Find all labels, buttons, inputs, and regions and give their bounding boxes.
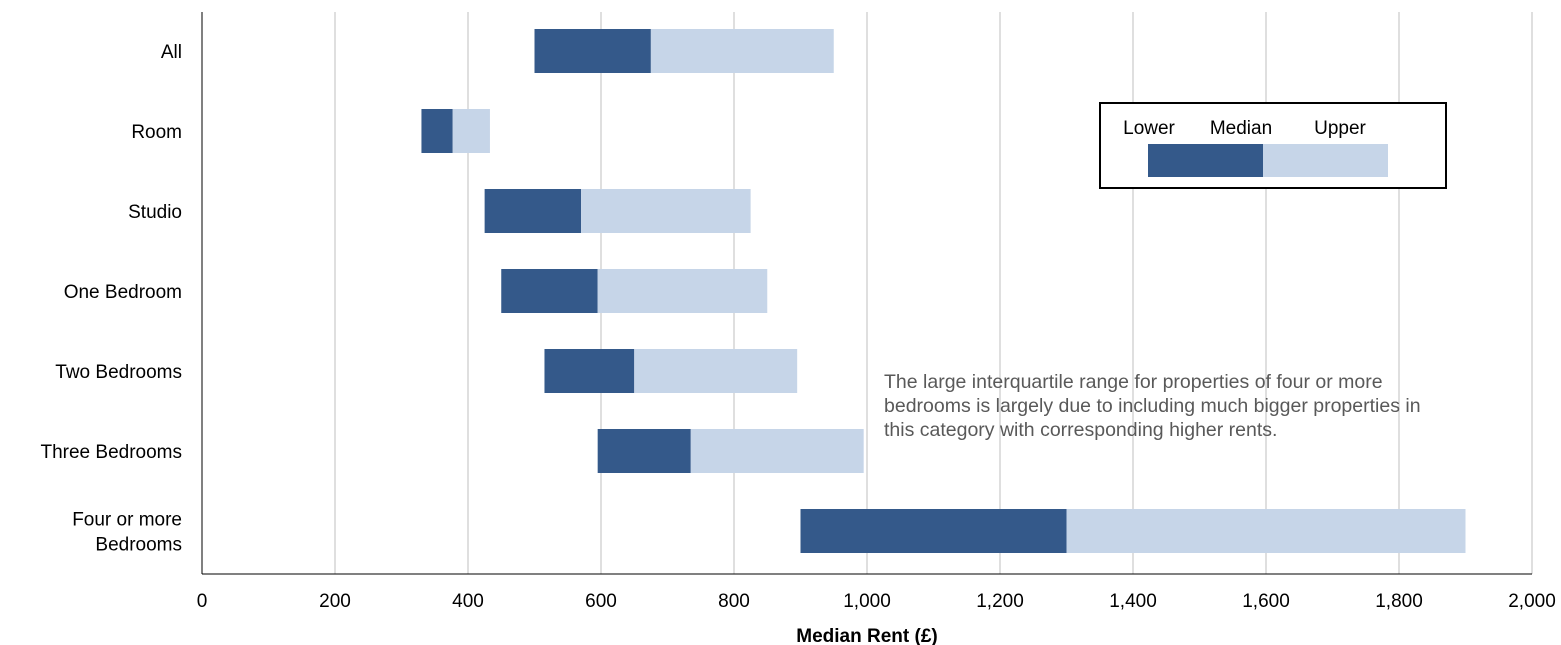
category-label-studio: Studio [128, 202, 182, 223]
bar-median-upper-one-bedroom [597, 269, 768, 313]
bar-median-upper-four-or-more-bedrooms [1066, 509, 1466, 553]
x-tick-label-800: 800 [718, 591, 750, 612]
bar-lower-median-all [534, 29, 651, 73]
x-tick-label-200: 200 [319, 591, 351, 612]
x-tick-label-1400: 1,400 [1109, 591, 1157, 612]
bar-median-upper-studio [581, 189, 751, 233]
legend-swatch-lower-median [1148, 144, 1263, 177]
x-tick-label-0: 0 [197, 591, 208, 612]
x-axis-title: Median Rent (£) [796, 626, 937, 645]
legend-label-upper: Upper [1314, 118, 1366, 139]
annotation-line-1: The large interquartile range for proper… [884, 371, 1383, 393]
bar-lower-median-two-bedrooms [544, 349, 635, 393]
x-tick-label-1200: 1,200 [976, 591, 1024, 612]
x-tick-label-400: 400 [452, 591, 484, 612]
category-label-all: All [161, 42, 182, 63]
bar-lower-median-one-bedroom [501, 269, 598, 313]
x-tick-label-1800: 1,800 [1375, 591, 1423, 612]
bar-median-upper-all [650, 29, 834, 73]
category-label-four-or-more-bedrooms-line-1: Four or more [72, 510, 182, 531]
legend: Lower Median Upper [1099, 102, 1447, 189]
x-tick-label-1600: 1,600 [1242, 591, 1290, 612]
x-tick-labels: 0 200 400 600 800 1,000 1,200 1,400 1,600 1,800 2,… [197, 591, 1556, 612]
x-tick-label-2000: 2,000 [1508, 591, 1556, 612]
axes [201, 12, 1532, 575]
annotation-line-3: this category with corresponding higher … [884, 419, 1277, 441]
bar-median-upper-room [452, 109, 490, 153]
bar-lower-median-four-or-more-bedrooms [800, 509, 1067, 553]
bar-lower-median-room [421, 109, 453, 153]
bar-median-upper-three-bedrooms [690, 429, 864, 473]
category-label-one-bedroom: One Bedroom [64, 282, 182, 303]
bar-median-upper-two-bedrooms [634, 349, 798, 393]
category-labels: All Room Studio One Bedroom Two Bedrooms Thre… [40, 42, 182, 556]
annotation-line-2: bedrooms is largely due to including muc… [884, 395, 1421, 417]
legend-label-lower: Lower [1123, 118, 1175, 139]
category-label-two-bedrooms: Two Bedrooms [55, 362, 182, 383]
bar-lower-median-three-bedrooms [597, 429, 691, 473]
category-label-three-bedrooms: Three Bedrooms [40, 442, 182, 463]
range-bars [421, 29, 1466, 553]
legend-swatch-median-upper [1263, 144, 1388, 177]
x-tick-label-600: 600 [585, 591, 617, 612]
annotation-note: The large interquartile range for proper… [884, 371, 1426, 441]
x-tick-label-1000: 1,000 [843, 591, 891, 612]
legend-label-median: Median [1210, 118, 1272, 139]
category-label-room: Room [131, 122, 182, 143]
category-label-four-or-more-bedrooms-line-2: Bedrooms [95, 535, 182, 556]
bar-lower-median-studio [484, 189, 582, 233]
